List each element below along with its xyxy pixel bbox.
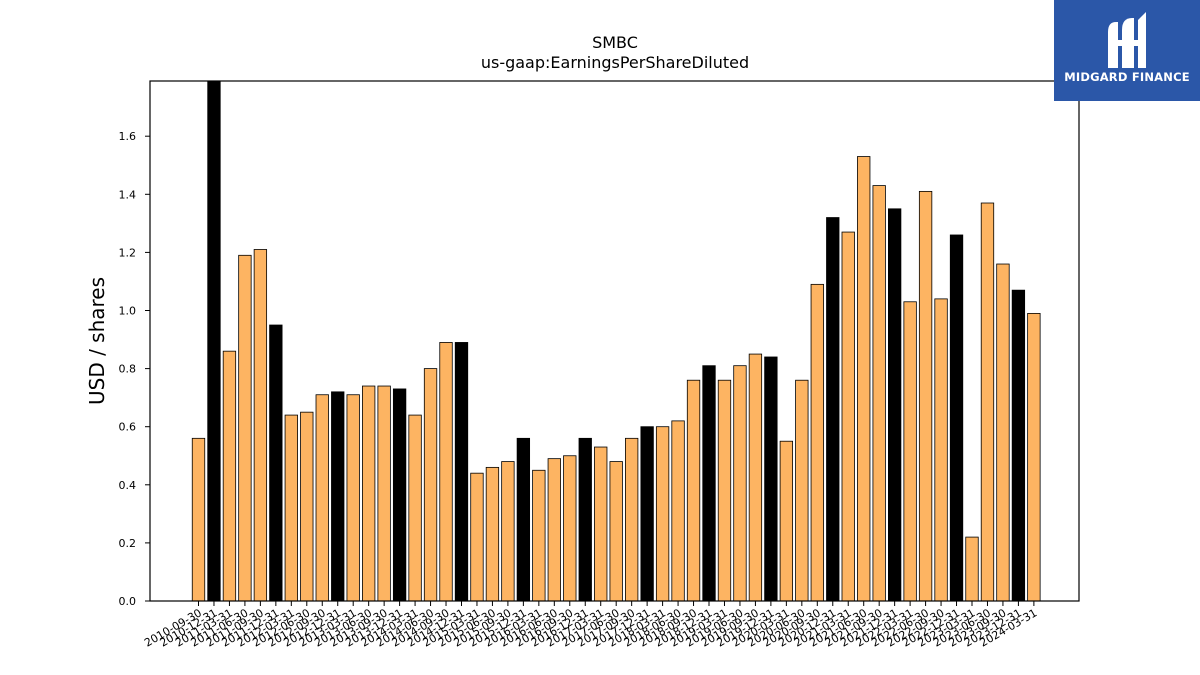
bar-2021-06-30	[857, 156, 871, 602]
bar-2017-06-30	[609, 461, 623, 602]
bar-2014-03-31	[408, 414, 422, 602]
bar-2023-06-30	[980, 202, 995, 602]
bar-2019-09-30	[748, 353, 763, 602]
bar-2020-09-30	[810, 283, 824, 602]
brand-logo: MIDGARD FINANCE	[1054, 0, 1200, 101]
bars-group	[191, 80, 1041, 602]
bar-2016-06-30	[547, 458, 561, 602]
bar-2021-09-30	[872, 185, 886, 602]
bar-2018-06-30	[671, 420, 685, 602]
bar-2011-03-31	[222, 350, 237, 602]
bar-2023-09-30	[996, 263, 1010, 602]
bar-2012-09-30	[315, 394, 329, 602]
bar-2012-03-31	[284, 414, 298, 602]
y-tick-label: 0.0	[119, 595, 137, 608]
bar-2019-12-31	[764, 356, 778, 602]
bar-2019-03-31	[717, 379, 732, 602]
bar-2017-09-30	[625, 437, 639, 602]
y-tick-label: 0.8	[119, 363, 137, 376]
bar-2013-12-31	[392, 388, 407, 602]
bar-2016-12-31	[578, 437, 592, 602]
y-axis-ticks: 0.0 0.2 0.4 0.6 0.8 1.0 1.2 1.4 1.6	[119, 130, 150, 608]
bar-2016-09-30	[563, 455, 577, 602]
bar-2014-12-31	[454, 342, 469, 602]
bar-2015-06-30	[485, 466, 500, 602]
bar-2019-06-30	[733, 365, 747, 602]
bar-2013-03-31	[346, 394, 360, 602]
bar-2013-09-30	[377, 385, 391, 602]
y-tick-label: 1.4	[119, 188, 137, 201]
bar-2013-06-30	[362, 385, 376, 602]
bar-2023-03-31	[965, 536, 979, 602]
x-axis-ticks: 2010-09-302010-12-312011-03-312011-06-30…	[142, 601, 1039, 650]
bar-2022-12-31	[949, 234, 964, 602]
y-tick-label: 1.0	[119, 304, 137, 317]
y-tick-label: 0.4	[119, 479, 137, 492]
bar-2015-03-31	[470, 472, 484, 602]
plot-frame	[149, 80, 1080, 602]
bar-2016-03-31	[532, 469, 546, 602]
bar-2012-12-31	[331, 391, 345, 602]
bar-2021-03-31	[841, 231, 855, 602]
bar-2018-03-31	[655, 426, 670, 602]
bar-2011-06-30	[238, 254, 252, 602]
brand-name: MIDGARD FINANCE	[1064, 70, 1190, 84]
bar-2022-06-30	[918, 190, 933, 602]
bar-2018-09-30	[686, 379, 701, 602]
bar-2017-12-31	[640, 426, 654, 602]
bar-2012-06-30	[300, 411, 314, 602]
bar-2020-03-31	[779, 440, 794, 602]
bar-2014-06-30	[423, 368, 438, 602]
bar-2020-12-31	[826, 217, 840, 602]
y-tick-label: 0.6	[119, 421, 137, 434]
y-tick-label: 1.2	[119, 246, 137, 259]
bar-2020-06-30	[795, 379, 809, 602]
y-tick-label: 1.6	[119, 130, 137, 143]
midgard-logo-icon	[1108, 12, 1146, 68]
chart-subtitle: us-gaap:EarningsPerShareDiluted	[481, 53, 749, 72]
bar-2022-03-31	[903, 301, 917, 602]
bar-2011-09-30	[253, 249, 268, 602]
bar-2017-03-31	[594, 446, 608, 602]
bar-2015-09-30	[501, 461, 515, 602]
bar-2014-09-30	[439, 342, 453, 602]
bar-2023-12-31	[1011, 289, 1026, 602]
chart-title: SMBC	[592, 33, 638, 52]
bar-2021-12-31	[888, 208, 902, 602]
bar-2022-09-30	[934, 298, 948, 602]
bar-2011-12-31	[269, 324, 283, 602]
bar-2010-09-30	[191, 437, 206, 602]
y-axis-label: USD / shares	[85, 277, 109, 405]
y-tick-label: 0.2	[119, 537, 137, 550]
bar-2010-12-31	[207, 80, 221, 602]
bar-2018-12-31	[702, 365, 716, 602]
bar-2024-03-31	[1027, 312, 1041, 602]
bar-2015-12-31	[516, 437, 531, 602]
